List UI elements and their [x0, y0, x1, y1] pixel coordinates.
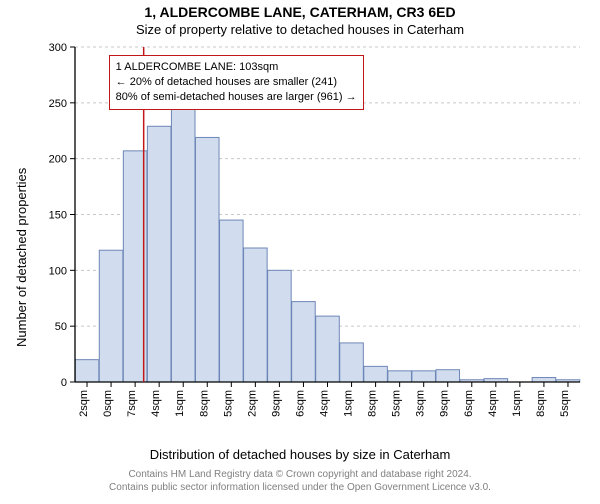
footer: Contains HM Land Registry data © Crown c…	[0, 468, 600, 494]
x-tick-label: 168sqm	[198, 390, 210, 417]
bar	[171, 106, 195, 382]
x-tick-label: 249sqm	[270, 390, 282, 417]
y-axis-label: Number of detached properties	[14, 168, 29, 347]
x-tick-label: 32sqm	[78, 390, 90, 417]
bar	[340, 343, 364, 382]
x-tick-label: 276sqm	[294, 390, 306, 417]
bar	[436, 370, 460, 382]
x-tick-label: 494sqm	[487, 390, 499, 417]
bar	[532, 378, 556, 382]
annotation-line-3: 80% of semi-detached houses are larger (…	[116, 90, 357, 105]
bar	[268, 270, 292, 382]
bar	[195, 137, 219, 382]
svg-text:200: 200	[49, 154, 67, 166]
x-tick-label: 304sqm	[319, 390, 331, 417]
svg-text:300: 300	[49, 42, 67, 54]
bar	[388, 371, 412, 382]
title-block: 1, ALDERCOMBE LANE, CATERHAM, CR3 6ED Si…	[0, 4, 600, 37]
x-axis-label: Distribution of detached houses by size …	[0, 447, 600, 462]
bar	[316, 316, 340, 382]
bar	[364, 366, 388, 382]
bar	[412, 371, 436, 382]
svg-text:50: 50	[55, 321, 67, 333]
x-tick-label: 521sqm	[511, 390, 523, 417]
annotation-line-1: 1 ALDERCOMBE LANE: 103sqm	[116, 60, 357, 75]
x-tick-label: 141sqm	[174, 390, 186, 417]
x-tick-label: 222sqm	[246, 390, 258, 417]
footer-line-2: Contains public sector information licen…	[0, 481, 600, 494]
x-tick-label: 331sqm	[343, 390, 355, 417]
svg-text:100: 100	[49, 265, 67, 277]
bar	[75, 360, 99, 382]
bar	[99, 250, 123, 382]
x-tick-label: 548sqm	[535, 390, 547, 417]
x-tick-label: 87sqm	[126, 390, 138, 417]
x-tick-label: 358sqm	[367, 390, 379, 417]
x-tick-label: 466sqm	[463, 390, 475, 417]
x-tick-label: 439sqm	[439, 390, 451, 417]
address-line: 1, ALDERCOMBE LANE, CATERHAM, CR3 6ED	[0, 4, 600, 20]
subtitle: Size of property relative to detached ho…	[0, 22, 600, 37]
svg-text:250: 250	[49, 98, 67, 110]
x-tick-label: 195sqm	[222, 390, 234, 417]
x-tick-label: 413sqm	[415, 390, 427, 417]
x-tick-label: 60sqm	[102, 390, 114, 417]
bar	[147, 126, 171, 382]
bar	[220, 220, 244, 382]
footer-line-1: Contains HM Land Registry data © Crown c…	[0, 468, 600, 481]
chart-container: Number of detached properties 0 50 100 150 2…	[0, 37, 600, 447]
bar	[292, 302, 316, 382]
x-tick-label: 575sqm	[559, 390, 571, 417]
x-tick-label: 114sqm	[150, 390, 162, 417]
svg-text:150: 150	[49, 210, 67, 222]
bar	[244, 248, 268, 382]
x-tick-label: 385sqm	[391, 390, 403, 417]
svg-text:0: 0	[61, 377, 67, 389]
annotation-box: 1 ALDERCOMBE LANE: 103sqm ← 20% of detac…	[109, 55, 364, 110]
annotation-line-2: ← 20% of detached houses are smaller (24…	[116, 75, 357, 90]
